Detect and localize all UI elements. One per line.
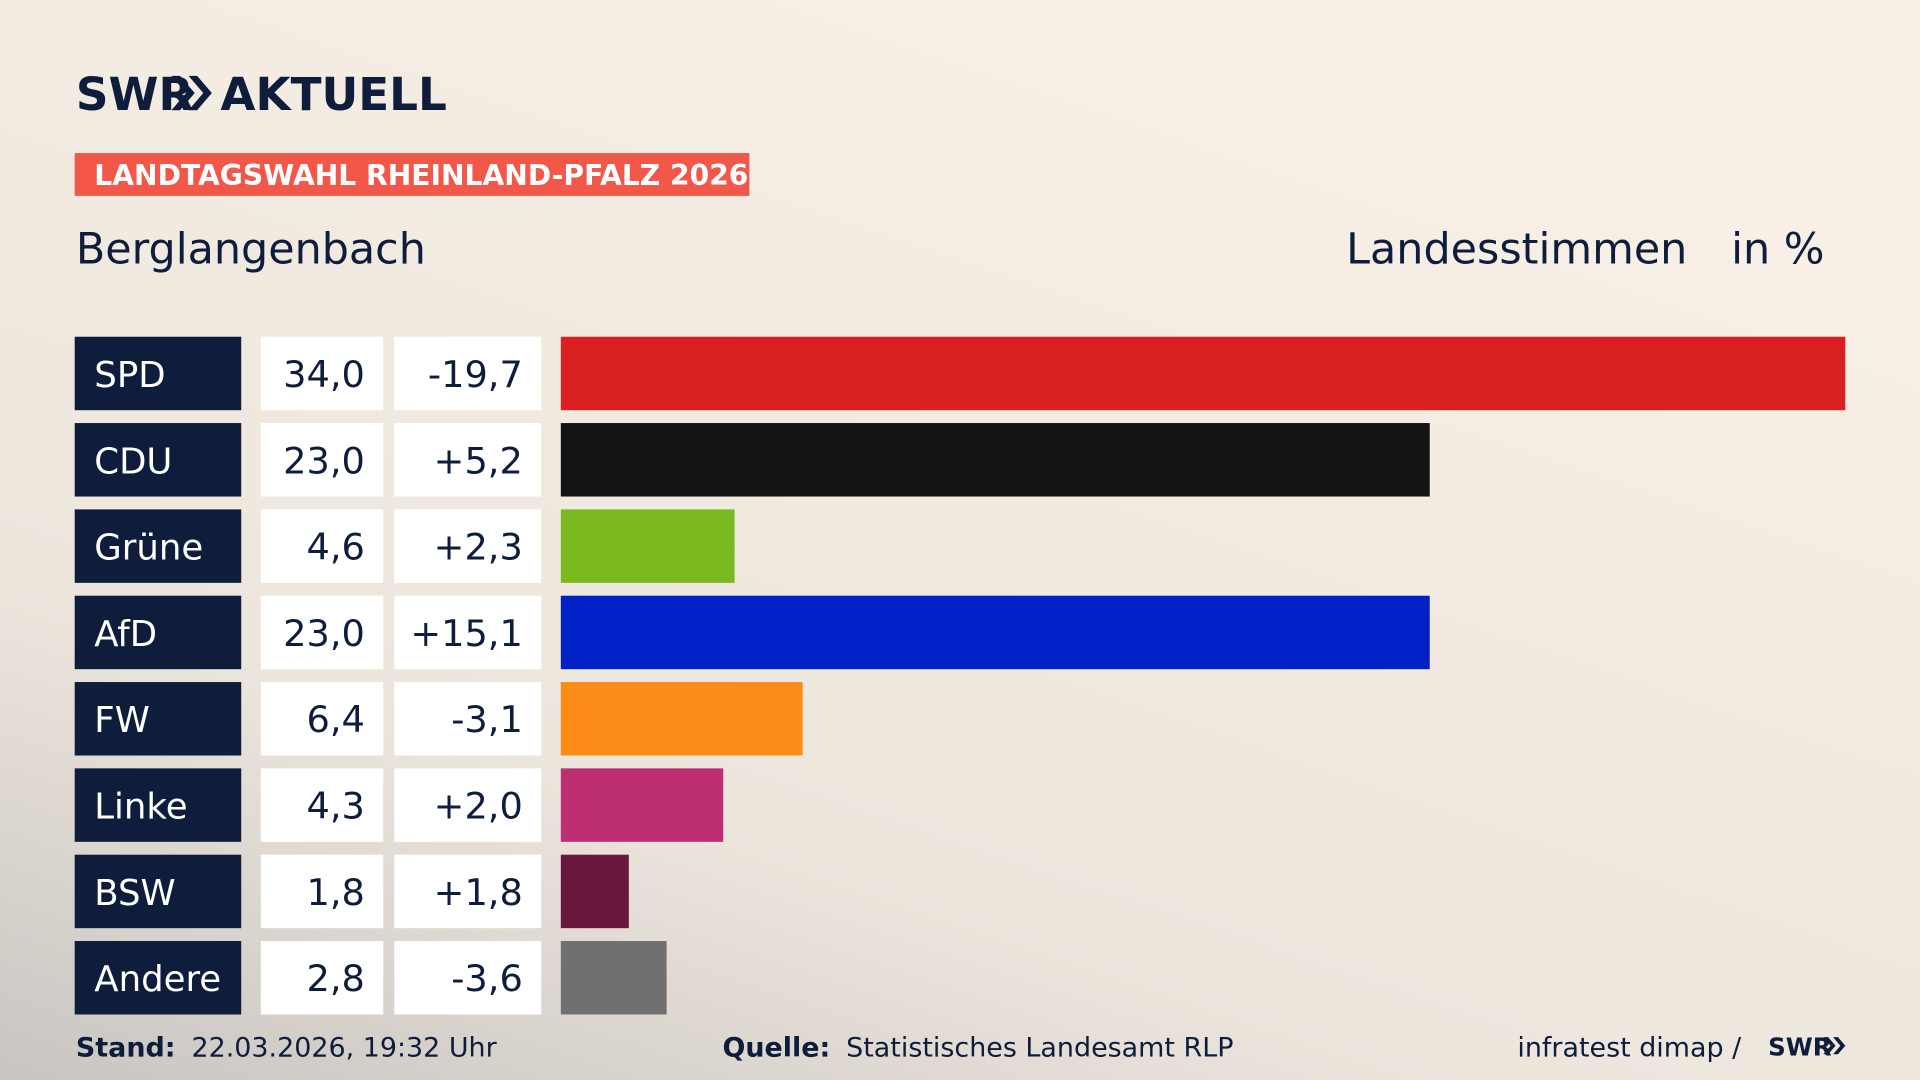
bar: [560, 768, 724, 842]
party-label: CDU: [94, 441, 172, 482]
change-label: +1,8: [434, 871, 523, 914]
bar: [560, 509, 735, 583]
bar: [560, 941, 667, 1015]
tag-box: [74, 153, 750, 196]
unit-header: in %: [1731, 224, 1824, 274]
party-box: [74, 595, 242, 670]
credit: infratest dimap /: [1517, 1033, 1742, 1064]
change-label: +2,0: [434, 785, 523, 828]
value-label: 4,6: [306, 526, 364, 569]
party-box: [74, 336, 242, 411]
bar: [560, 423, 1430, 497]
bar: [560, 854, 629, 929]
bar: [560, 336, 1846, 411]
credit-brand: SWR: [1768, 1033, 1832, 1062]
value-label: 4,3: [306, 785, 364, 828]
change-label: -3,1: [451, 698, 523, 741]
party-box: [74, 423, 242, 497]
change-label: +15,1: [410, 612, 523, 655]
party-label: Grüne: [94, 528, 203, 569]
stand-label: Stand:: [76, 1033, 176, 1064]
party-box: [74, 854, 242, 929]
source: Statistisches Landesamt RLP: [846, 1033, 1233, 1064]
footer-stand: Stand: 22.03.2026, 19:32 Uhr: [76, 1033, 498, 1064]
party-box: [74, 768, 242, 842]
change-box: [394, 423, 542, 497]
footer-source: Quelle: Statistisches Landesamt RLP: [722, 1033, 1233, 1064]
brand-chevrons: [171, 75, 212, 111]
tag: LANDTAGSWAHL RHEINLAND-PFALZ 2026: [94, 159, 748, 192]
value-label: 23,0: [283, 612, 365, 655]
value-box: [260, 682, 384, 756]
change-label: +2,3: [434, 526, 523, 569]
party-label: SPD: [94, 355, 165, 396]
stand: 22.03.2026, 19:32 Uhr: [191, 1033, 497, 1064]
value-label: 2,8: [306, 957, 364, 1000]
brand-title: AKTUELL: [220, 68, 447, 121]
source-label: Quelle:: [722, 1033, 830, 1064]
value-box: [260, 768, 384, 842]
value-label: 6,4: [306, 698, 364, 741]
value-box: [260, 854, 384, 929]
value-box: [260, 336, 384, 411]
value-box: [260, 423, 384, 497]
change-label: -19,7: [428, 353, 523, 396]
party-label: BSW: [94, 873, 175, 914]
change-box: [394, 336, 542, 411]
chart-title: Berglangenbach: [76, 224, 426, 274]
change-box: [394, 682, 542, 756]
change-box: [394, 768, 542, 842]
bar: [560, 595, 1430, 670]
party-label: FW: [94, 700, 150, 741]
party-label: Linke: [94, 787, 187, 828]
change-box: [394, 854, 542, 929]
value-header: Landesstimmen: [1346, 224, 1687, 274]
value-box: [260, 595, 384, 670]
party-label: Andere: [94, 959, 221, 1000]
party-box: [74, 682, 242, 756]
change-box: [394, 509, 542, 583]
credit-chevrons: [1823, 1037, 1846, 1055]
party-box: [74, 509, 242, 583]
value-label: 1,8: [306, 871, 364, 914]
value-box: [260, 509, 384, 583]
value-label: 23,0: [283, 439, 365, 482]
value-label: 34,0: [283, 353, 365, 396]
party-label: AfD: [94, 614, 157, 655]
change-box: [394, 595, 542, 670]
change-box: [394, 941, 542, 1015]
change-label: +5,2: [434, 439, 523, 482]
bar: [560, 682, 803, 756]
value-box: [260, 941, 384, 1015]
change-label: -3,6: [451, 957, 523, 1000]
party-box: [74, 941, 242, 1015]
